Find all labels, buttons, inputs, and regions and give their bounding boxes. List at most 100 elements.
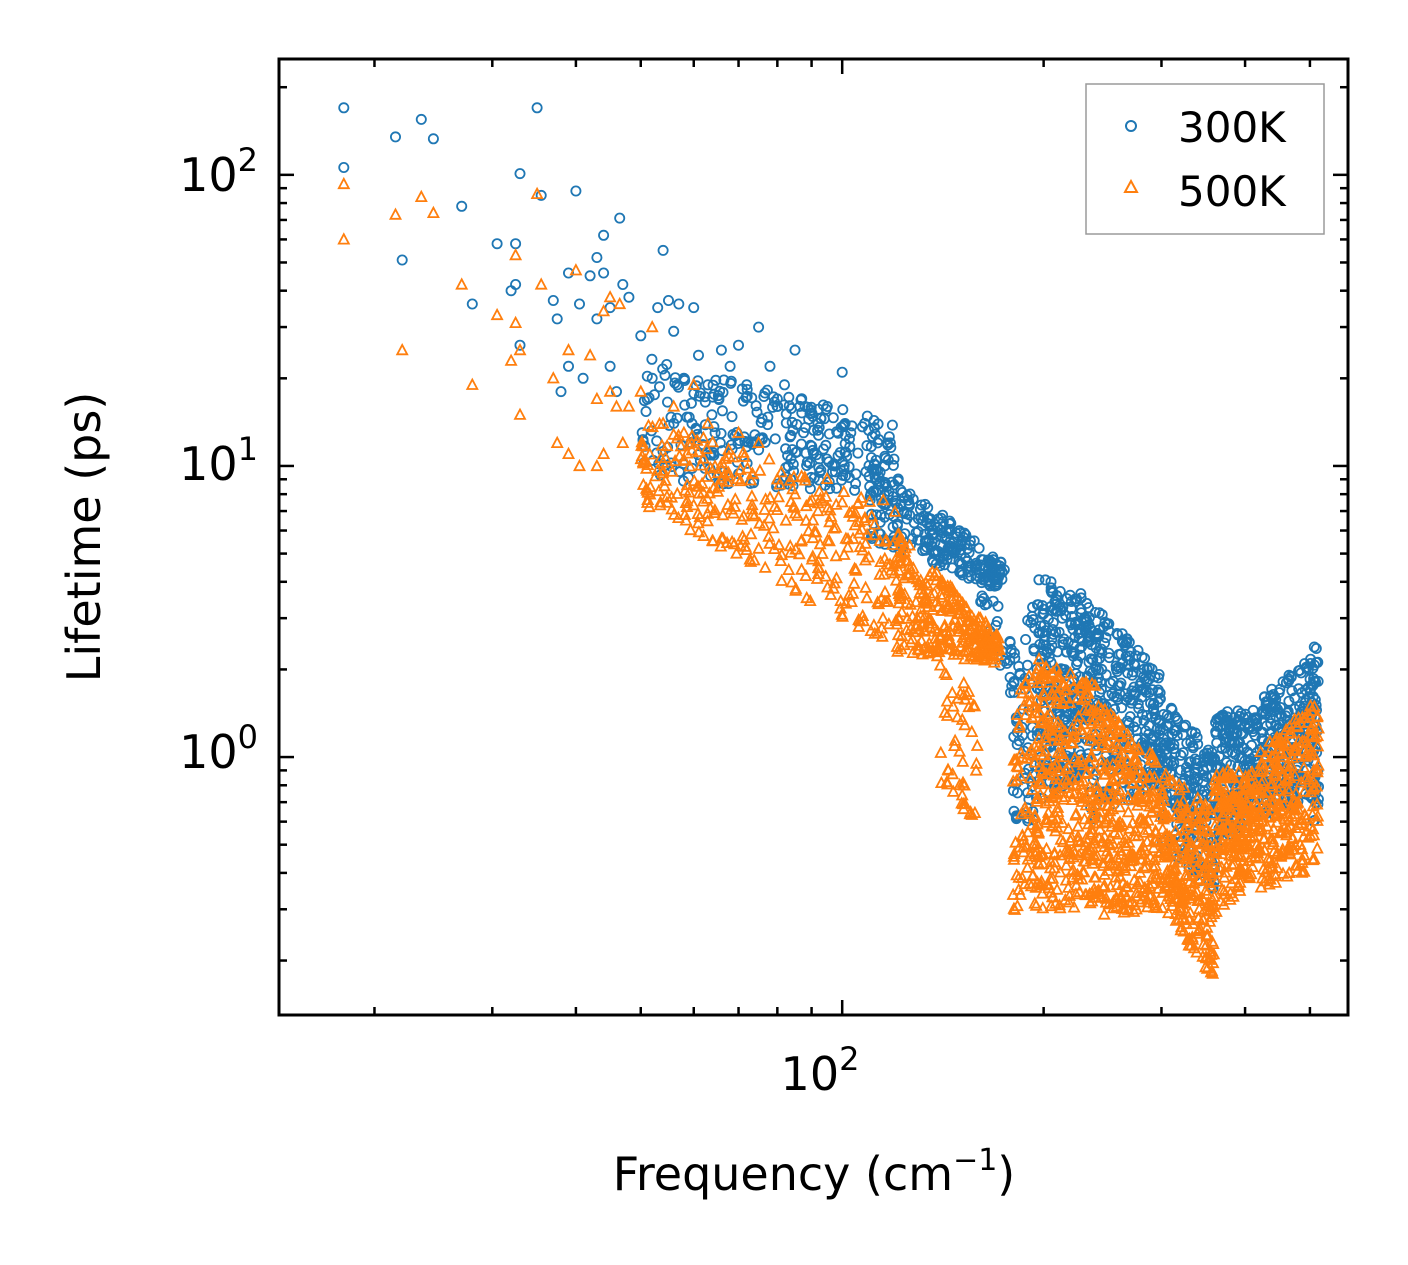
point-500k — [1101, 850, 1115, 863]
point-300k — [1038, 634, 1050, 646]
point-500k — [1233, 825, 1247, 838]
point-500k — [603, 384, 617, 397]
point-300k — [456, 200, 468, 212]
point-500k — [649, 469, 662, 482]
point-500k — [1077, 702, 1091, 716]
point-300k — [799, 400, 811, 412]
point-500k — [1122, 740, 1135, 753]
point-300k — [563, 267, 575, 279]
point-500k — [890, 550, 904, 563]
point-300k — [780, 443, 792, 455]
point-300k — [1107, 675, 1119, 687]
point-500k — [1196, 911, 1210, 925]
point-300k — [1308, 675, 1320, 687]
point-500k — [1310, 813, 1324, 826]
point-500k — [1072, 884, 1086, 898]
point-500k — [1208, 789, 1222, 802]
point-500k — [788, 487, 802, 500]
point-300k — [635, 330, 647, 342]
point-500k — [1014, 746, 1028, 759]
point-500k — [668, 453, 682, 467]
point-500k — [753, 463, 767, 476]
point-500k — [911, 642, 925, 655]
point-500k — [1208, 837, 1222, 850]
point-300k — [829, 466, 841, 478]
point-500k — [753, 516, 767, 529]
point-500k — [789, 542, 803, 555]
point-500k — [1032, 651, 1046, 665]
point-300k — [659, 369, 671, 381]
point-500k — [811, 560, 825, 573]
point-500k — [1075, 692, 1089, 705]
point-500k — [1167, 874, 1181, 887]
point-500k — [1010, 752, 1024, 765]
point-300k — [1171, 713, 1183, 725]
point-300k — [823, 428, 835, 440]
point-300k — [1100, 669, 1112, 681]
point-500k — [906, 609, 919, 622]
point-500k — [1030, 845, 1044, 858]
point-500k — [1137, 860, 1151, 874]
point-300k — [1072, 618, 1084, 630]
point-500k — [509, 315, 523, 328]
point-300k — [338, 161, 350, 173]
legend-box — [1085, 83, 1325, 235]
point-300k — [1181, 737, 1193, 749]
point-500k — [1132, 786, 1146, 799]
point-500k — [820, 471, 834, 484]
point-300k — [906, 533, 918, 545]
point-500k — [1182, 912, 1196, 926]
point-500k — [1184, 835, 1198, 849]
point-500k — [1065, 864, 1079, 877]
point-300k — [1140, 725, 1152, 737]
point-500k — [952, 624, 966, 637]
point-300k — [1233, 752, 1245, 764]
point-500k — [846, 531, 860, 544]
point-500k — [768, 499, 782, 512]
point-300k — [1126, 685, 1138, 697]
point-300k — [1165, 702, 1177, 714]
point-500k — [868, 527, 881, 541]
point-500k — [955, 788, 969, 801]
point-300k — [837, 404, 849, 416]
point-500k — [1297, 784, 1311, 797]
point-300k — [577, 372, 589, 384]
point-500k — [1113, 799, 1127, 813]
point-300k — [939, 559, 951, 571]
point-500k — [1217, 897, 1231, 910]
point-300k — [821, 453, 833, 465]
point-300k — [843, 433, 855, 445]
point-500k — [1272, 783, 1285, 796]
point-300k — [1093, 624, 1105, 636]
point-500k — [1095, 889, 1108, 902]
point-500k — [811, 566, 825, 579]
point-500k — [1304, 828, 1318, 842]
point-300k — [787, 458, 799, 470]
point-500k — [1161, 776, 1174, 789]
point-500k — [665, 502, 679, 515]
point-300k — [598, 267, 610, 279]
point-500k — [837, 484, 851, 497]
point-500k — [1138, 779, 1152, 792]
point-500k — [1166, 773, 1180, 787]
point-500k — [1189, 846, 1203, 859]
point-500k — [1295, 710, 1309, 723]
point-500k — [1260, 785, 1274, 798]
point-300k — [563, 360, 575, 372]
point-500k — [906, 561, 920, 574]
point-500k — [762, 529, 776, 542]
point-300k — [1177, 747, 1189, 759]
point-500k — [1298, 734, 1311, 747]
point-500k — [1077, 864, 1091, 878]
point-300k — [706, 409, 718, 421]
point-500k — [1146, 860, 1160, 873]
point-300k — [912, 513, 924, 525]
point-500k — [1286, 750, 1300, 763]
point-500k — [1031, 790, 1045, 803]
point-300k — [617, 278, 629, 290]
point-500k — [1267, 766, 1281, 780]
point-500k — [1119, 858, 1132, 871]
point-500k — [1203, 914, 1217, 927]
point-300k — [956, 566, 968, 578]
point-500k — [829, 548, 843, 562]
